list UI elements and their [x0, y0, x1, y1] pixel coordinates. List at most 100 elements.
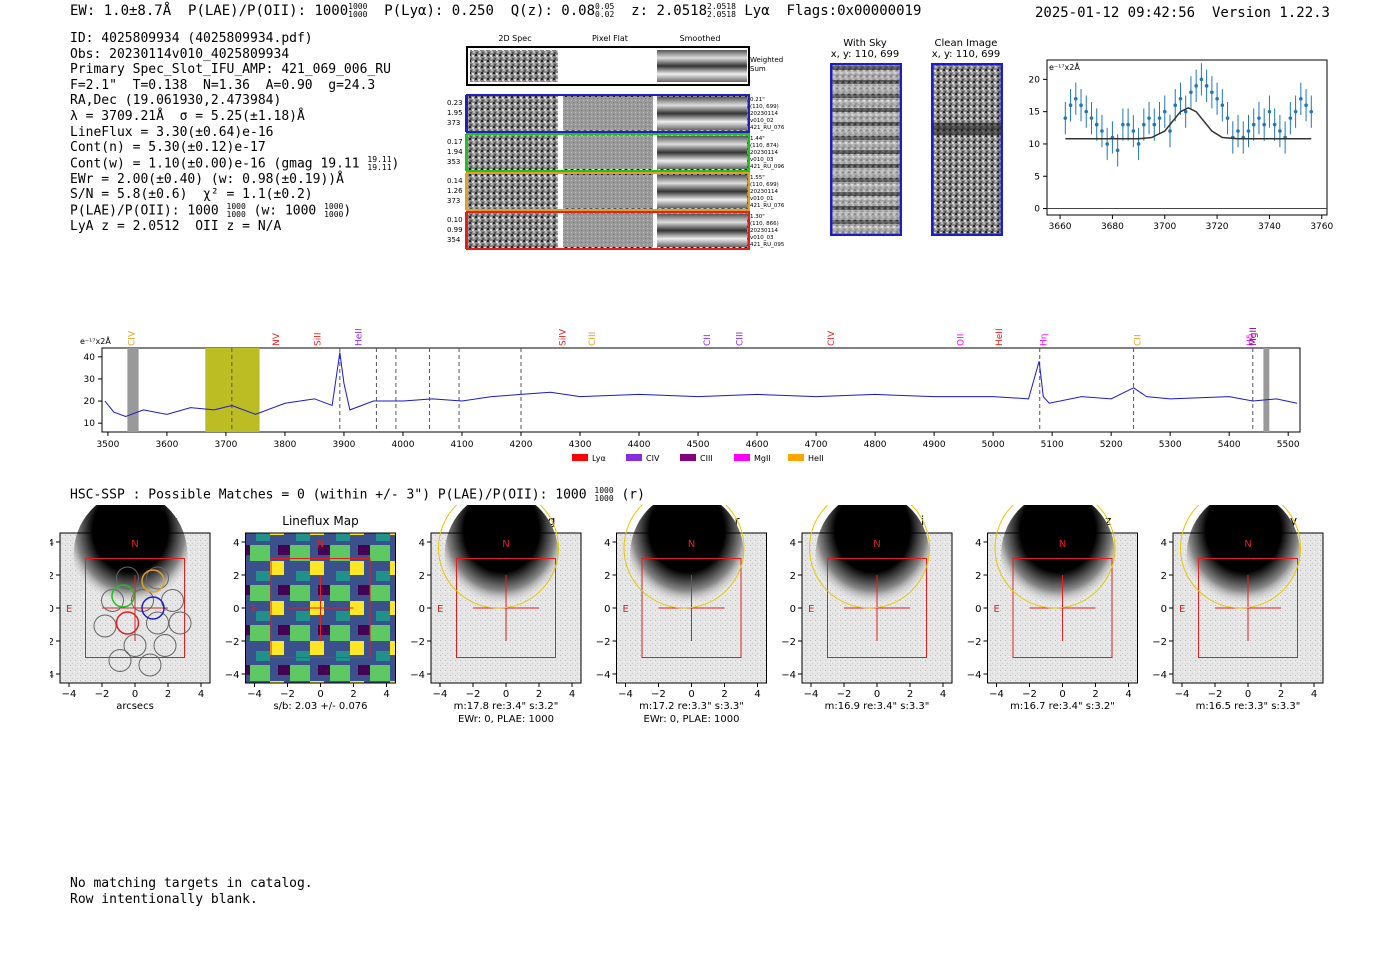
- fit-data-point: [1089, 116, 1094, 120]
- fit-data-point: [1293, 109, 1298, 114]
- hsc-ytick-label: 4: [233, 538, 239, 549]
- cutout-panel: 2D Spec Pixel Flat Smoothed Weighted Sum…: [447, 34, 785, 250]
- fit-xtick-label: 3680: [1101, 222, 1124, 232]
- cutout-left-label: 0.23: [447, 99, 463, 107]
- cutout-divider: [558, 135, 563, 170]
- east-label: E: [66, 604, 72, 615]
- info-lineflux: LineFlux = 3.30(±0.64)e-16: [70, 124, 274, 140]
- hsc-ytick-label: −2: [967, 637, 982, 648]
- cutout-smoothed-1: [657, 97, 747, 130]
- masked-region: [127, 348, 139, 432]
- hsc-ytick-label: 4: [975, 538, 981, 549]
- fit-data-point: [1304, 103, 1308, 108]
- hsc-ytick-label: 4: [50, 538, 54, 549]
- legend-swatch: [734, 454, 750, 461]
- cutout-left-label: 0.10: [447, 216, 463, 224]
- spectrum-xtick-label: 3800: [273, 440, 296, 450]
- fiber-circle: [153, 634, 177, 657]
- fit-data-point: [1278, 129, 1282, 133]
- fit-data-point: [1079, 103, 1083, 108]
- hsc-panel-title: Lineflux Map: [282, 514, 358, 528]
- hsc-ytick-label: −4: [225, 670, 240, 681]
- info-contw: Cont(w) = 1.10(±0.00)e-16 (gmag 19.11 19…: [70, 154, 400, 172]
- hsc-ytick-label: 0: [975, 604, 981, 615]
- cutout-divider: [653, 213, 657, 248]
- hsc-panel-2: Lineflux Map N E −4 −2 0 2 4 4 2 0 −2 −4 s/b: 2.03 +/…: [225, 514, 396, 712]
- fit-data-point: [1147, 116, 1151, 120]
- highlight-fiber-circle: [141, 596, 165, 620]
- hsc-caption: m:16.7 re:3.4" s:3.2": [1010, 701, 1115, 712]
- north-label: N: [317, 539, 324, 550]
- match-ellipse: [994, 505, 1116, 609]
- legend-label: CIII: [700, 454, 713, 463]
- hsc-xtick-label: −2: [1208, 689, 1223, 700]
- footer-line-1: No matching targets in catalog.: [70, 876, 313, 891]
- fit-data-point: [1251, 122, 1256, 127]
- hsc-xtick-label: −2: [837, 689, 852, 700]
- plae-range: 1000 1000: [348, 2, 368, 19]
- spectrum-xtick-label: 5200: [1100, 440, 1123, 450]
- match-ellipse: [623, 505, 745, 609]
- cutout-right-label: (110, 699): [750, 182, 779, 188]
- hsc-ytick-label: 2: [604, 571, 610, 582]
- east-label: E: [808, 604, 814, 615]
- fit-data-point: [1173, 103, 1178, 108]
- fit-xtick-label: 3760: [1310, 222, 1333, 232]
- cutout-header-2dspec: 2D Spec: [498, 34, 531, 43]
- fit-data-point: [1126, 122, 1130, 127]
- fit-data-point: [1299, 96, 1303, 101]
- north-label: N: [1059, 539, 1066, 550]
- fiber-circle: [138, 653, 162, 677]
- hsc-xtick-label: 0: [1059, 689, 1065, 700]
- fit-data-point: [1257, 116, 1261, 120]
- spectrum-xtick-label: 5500: [1277, 440, 1300, 450]
- cutout-right-label: 1.44": [750, 136, 765, 142]
- fit-data-point: [1068, 103, 1073, 108]
- fit-data-point: [1309, 109, 1314, 114]
- spectrum-xtick-label: 3500: [96, 440, 119, 450]
- hsc-caption-2: EWr: 0, PLAE: 1000: [458, 714, 554, 725]
- info-ewr: EWr = 2.00(±0.40) (w: 0.98(±0.19))Å: [70, 171, 344, 187]
- cutout-left-label: 354: [447, 236, 461, 244]
- hsc-xtick-label: 0: [688, 689, 694, 700]
- line-marker-label: NV: [272, 332, 282, 346]
- east-label: E: [437, 604, 443, 615]
- svg-text:Sum: Sum: [750, 65, 766, 73]
- aperture-box: [270, 558, 371, 658]
- hsc-caption: m:16.5 re:3.3" s:3.3": [1196, 701, 1301, 712]
- info-primary: Primary Spec_Slot_IFU_AMP: 421_069_006_R…: [70, 62, 391, 78]
- hsc-ytick-label: 2: [975, 571, 981, 582]
- fit-data-point: [1094, 122, 1099, 127]
- fit-data-point: [1168, 129, 1172, 133]
- fit-gaussian-curve: [1065, 106, 1312, 140]
- spectrum-xtick-label: 4700: [805, 440, 828, 450]
- cutout-pixel-flat-2: [563, 136, 653, 169]
- full-spectrum-chart: e⁻¹⁷x2Å CIV NV SiII HeII SiIV CIII CII CIII CIV O…: [80, 327, 1301, 463]
- hsc-ytick-label: 2: [790, 571, 796, 582]
- spectrum-xtick-label: 4000: [392, 440, 415, 450]
- info-fibers: F=2.1" T=0.138 N=1.36 A=0.90 g=24.3: [70, 77, 376, 93]
- cutout-right-label: v010_03: [750, 157, 774, 163]
- fit-data-point: [1115, 148, 1120, 153]
- cutout-header-smoothed: Smoothed: [680, 34, 721, 43]
- cutout-right-label: v010_03: [750, 235, 774, 241]
- legend-swatch: [788, 454, 804, 461]
- hsc-xtick-label: −4: [433, 689, 448, 700]
- fiber-circle: [108, 649, 132, 672]
- fit-data-point: [1288, 116, 1293, 120]
- fit-xtick-label: 3660: [1049, 222, 1072, 232]
- hsc-ytick-label: 2: [1161, 571, 1167, 582]
- fit-unit-label: e⁻¹⁷x2Å: [1049, 61, 1080, 72]
- hsc-ytick-label: 0: [233, 604, 239, 615]
- fit-ytick-label: 5: [1034, 172, 1040, 182]
- aperture-box: [85, 558, 185, 658]
- hsc-ytick-label: 2: [50, 571, 54, 582]
- hsc-ytick-label: −2: [50, 637, 54, 648]
- hsc-ytick-label: −4: [781, 670, 796, 681]
- line-marker-label: SiII: [313, 332, 323, 346]
- hsc-summary: HSC-SSP : Possible Matches = 0 (within +…: [70, 486, 645, 503]
- fit-data-point: [1189, 90, 1193, 95]
- match-ellipse: [438, 505, 559, 609]
- cutout-divider: [653, 174, 657, 209]
